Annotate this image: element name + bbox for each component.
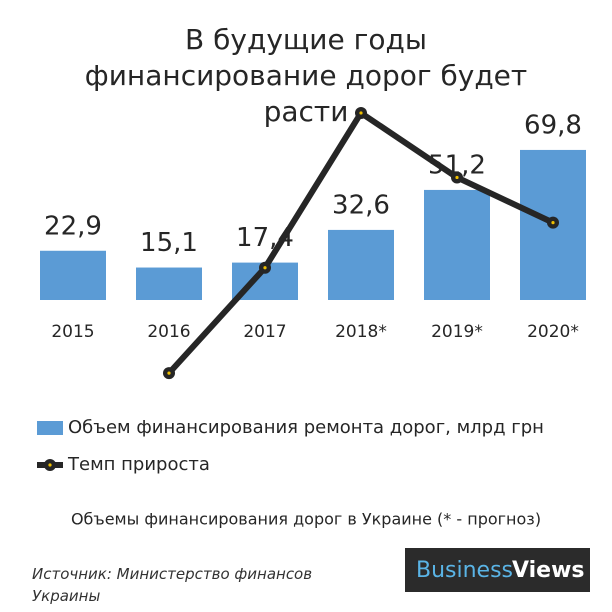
source: Источник: Министерство финансов Украины [32, 565, 313, 605]
logo-box [405, 548, 590, 592]
x-tick-label: 2020* [527, 322, 579, 342]
legend-swatch [37, 421, 63, 435]
bar [40, 250, 106, 300]
caption: Объемы финансирования дорог в Украине (*… [71, 510, 541, 529]
marker-dot [359, 111, 363, 115]
chart-title: В будущие годы финансирование дорог буде… [84, 23, 528, 128]
data-label: 69,8 [524, 110, 582, 140]
data-label: 32,6 [332, 190, 390, 220]
data-label: 22,9 [44, 211, 102, 241]
bar [136, 267, 202, 300]
marker-dot [263, 266, 267, 270]
legend-label: Темп прироста [67, 454, 210, 475]
bar [424, 189, 490, 300]
marker-dot [167, 371, 171, 375]
bar [328, 229, 394, 300]
marker-dot [551, 221, 555, 225]
logo-text: Views [512, 558, 585, 583]
logo-text: Business [416, 558, 513, 583]
x-tick-label: 2018* [335, 322, 387, 342]
x-tick-label: 2016 [147, 322, 190, 342]
legend-swatch [48, 463, 52, 467]
x-tick-label: 2017 [243, 322, 286, 342]
data-label: 15,1 [140, 228, 198, 258]
marker-dot [455, 175, 459, 180]
legend-label: Объем финансирования ремонта дорог, млрд… [68, 417, 544, 438]
x-tick-label: 2019* [431, 322, 483, 342]
x-tick-label: 2015 [51, 322, 94, 342]
